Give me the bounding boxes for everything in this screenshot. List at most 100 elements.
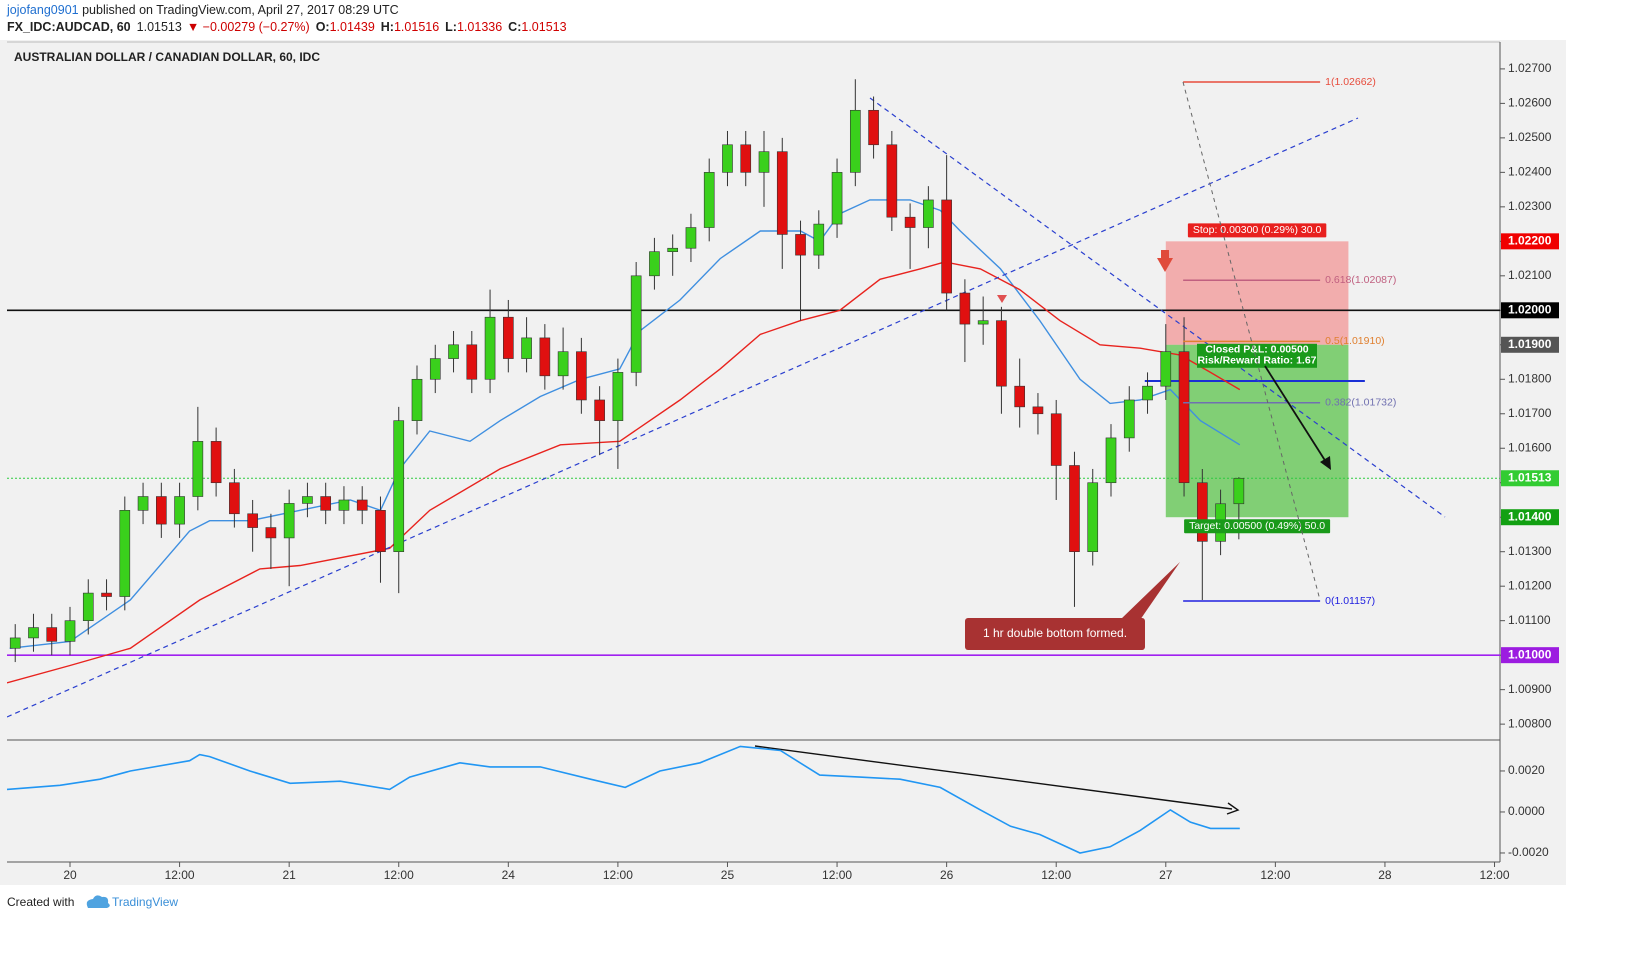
x-tick-label: 12:00 [1041, 868, 1071, 882]
price-badge [1501, 336, 1559, 353]
candle-body [1087, 482, 1099, 553]
price-badge-label: 1.01000 [1508, 647, 1552, 661]
candle-body [356, 499, 368, 511]
candle-body [923, 199, 934, 228]
oscillator-pane [7, 745, 1240, 854]
candle-body [539, 337, 551, 377]
ohlc-key: O: [316, 20, 330, 34]
candle-body [977, 320, 989, 325]
y-tick-label: 1.02300 [1508, 199, 1552, 213]
candle-body [849, 109, 861, 173]
footer-bg [0, 885, 1640, 962]
candle-body [576, 351, 587, 401]
candle-body [557, 351, 569, 377]
candle-body [996, 320, 1007, 387]
symbol: FX_IDC:AUDCAD, 60 [7, 20, 131, 34]
candle-body [101, 592, 112, 597]
price-badge [1501, 233, 1559, 250]
candle-body [1050, 413, 1062, 466]
ohlc-key: H: [381, 20, 394, 34]
y-tick-label: 1.01200 [1508, 578, 1552, 592]
main-pane: 1(1.02662) 0.618(1.02087) 0.5(1.01910) 0.38… [7, 50, 1500, 718]
arrow [1264, 365, 1327, 463]
x-tick-label: 12:00 [1480, 868, 1510, 882]
ohlc-line: FX_IDC:AUDCAD, 60 1.01513 ▼ −0.00279 (−0.2… [7, 20, 567, 34]
fib-label: 0.5(1.01910) [1325, 335, 1385, 347]
x-tick-label: 12:00 [822, 868, 852, 882]
price-badge [1501, 647, 1559, 664]
annotation: 1 hr double bottom formed. [983, 626, 1127, 640]
published: published on TradingView.com, April 27, … [79, 3, 399, 17]
ohlc-value: 1.01516 [394, 20, 439, 34]
stop-zone [1165, 241, 1349, 345]
header-line: jojofang0901 published on TradingView.co… [6, 3, 399, 17]
candle-body [448, 344, 459, 359]
candle-body [1032, 406, 1044, 415]
candle-body [649, 251, 660, 277]
candle-body [265, 527, 277, 539]
candle-body [137, 496, 149, 511]
candle-body [776, 151, 788, 235]
candle-body [375, 510, 386, 553]
chart-title: AUSTRALIAN DOLLAR / CANADIAN DOLLAR, 60,… [14, 50, 320, 64]
candle-body [320, 496, 332, 511]
candle-body [1123, 399, 1135, 439]
candle-body [192, 441, 204, 497]
y2-tick-label: 0.0000 [1508, 804, 1545, 818]
candle-body [1178, 351, 1190, 484]
candle-body [904, 216, 916, 228]
candle-body [82, 592, 94, 621]
candle-body [229, 482, 240, 515]
ohlc-value: 1.01513 [521, 20, 566, 34]
candle-body [521, 337, 532, 359]
change: ▼ −0.00279 (−0.27%) [187, 20, 310, 34]
candle-body [46, 627, 58, 642]
candle-body [1014, 385, 1026, 408]
ohlc-key: C: [508, 20, 521, 34]
fib-label: 1(1.02662) [1325, 76, 1376, 88]
y-tick-label: 1.01600 [1508, 440, 1552, 454]
brand[interactable]: TradingView [112, 895, 178, 909]
candle-body [941, 199, 952, 294]
arrow-head [1226, 802, 1240, 815]
y2-tick-label: 0.0020 [1508, 763, 1545, 777]
logo [86, 895, 110, 908]
callout-box [965, 618, 1145, 650]
candle-body [28, 627, 39, 639]
y2-tick-label: -0.0020 [1508, 845, 1549, 859]
candle-body [1196, 482, 1208, 542]
candle-body [302, 496, 313, 504]
y-tick-label: 1.02500 [1508, 130, 1552, 144]
candle-body [630, 275, 642, 373]
candle-body [740, 144, 752, 173]
x-tick-label: 12:00 [165, 868, 195, 882]
price-badge-label: 1.01400 [1508, 509, 1552, 523]
pnl-box [1197, 343, 1317, 368]
short-marker [1161, 250, 1169, 259]
candle-body [612, 372, 624, 421]
price-badge-label: 1.02200 [1508, 234, 1552, 248]
price-badge-label: 1.01513 [1508, 470, 1552, 484]
y-tick-label: 1.00800 [1508, 716, 1552, 730]
x-tick-label: 12:00 [603, 868, 633, 882]
candle-body [722, 144, 733, 173]
callout-pointer [1120, 562, 1180, 620]
y-tick-label: 1.02100 [1508, 268, 1552, 282]
candle-body [1142, 385, 1153, 401]
x-tick-label: 12:00 [384, 868, 414, 882]
target-label: Target: 0.00500 (0.49%) 50.0 [1189, 520, 1325, 532]
user[interactable]: jojofang0901 [6, 3, 79, 17]
candle-body [1105, 437, 1117, 484]
candle-body [283, 503, 295, 539]
candle-body [886, 144, 898, 218]
x-tick-label: 20 [63, 868, 77, 882]
candle-body [1233, 477, 1245, 505]
marker [997, 295, 1007, 303]
x-tick-label: 26 [940, 868, 954, 882]
candle-body [1160, 351, 1172, 387]
candle-body [1069, 465, 1080, 553]
target-zone [1165, 344, 1349, 518]
x-tick-label: 21 [282, 868, 296, 882]
candle-body [393, 420, 405, 553]
candle-body [484, 316, 496, 380]
